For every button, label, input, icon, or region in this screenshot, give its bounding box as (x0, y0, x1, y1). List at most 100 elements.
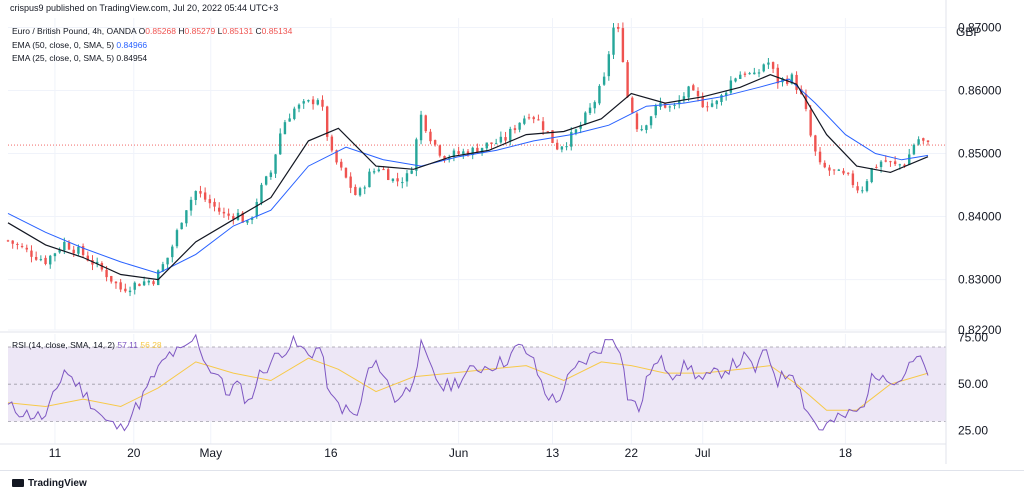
time-tick-label: 13 (546, 446, 560, 460)
candle-body (372, 171, 376, 173)
candle-body (321, 99, 324, 107)
candle-body (654, 105, 657, 116)
candle-body (49, 255, 52, 265)
candle-body (504, 137, 507, 141)
tradingview-logo[interactable]: TradingView (12, 478, 87, 489)
candle-body (527, 117, 531, 119)
candle-body (138, 283, 141, 287)
candle-body (823, 162, 826, 168)
candle-body (264, 176, 268, 185)
legend-ema25-value: 0.84954 (116, 53, 148, 63)
candle-body (227, 213, 230, 216)
legend-open: 0.85268 (145, 26, 176, 36)
candle-body (175, 230, 179, 247)
candle-body (790, 74, 794, 84)
time-tick-label: May (199, 446, 222, 460)
candle-body (499, 136, 503, 143)
candle-body (701, 96, 704, 108)
candle-body (302, 101, 305, 104)
candle-body (710, 103, 714, 107)
candle-body (893, 161, 897, 165)
candle-body (6, 240, 10, 242)
rsi-line (7, 333, 929, 432)
rsi-axis[interactable]: 75.00 50.00 25.00 (958, 331, 988, 438)
candle-body (509, 128, 512, 141)
candle-body (476, 147, 479, 153)
candle-body (72, 249, 75, 254)
candle-body (39, 259, 43, 261)
candle-body (166, 257, 169, 265)
candle-body (739, 74, 742, 79)
candle-body (279, 133, 282, 155)
candle-body (377, 169, 381, 172)
candle-body (368, 171, 371, 188)
candle-body (879, 161, 883, 168)
time-axis[interactable]: 11 20 May 16 Jun 13 22 Jul 18 (49, 446, 853, 460)
candle-body (837, 169, 841, 171)
candle-body (767, 62, 770, 65)
candle-body (494, 143, 498, 145)
candle-body (828, 167, 831, 171)
candle-body (518, 122, 521, 130)
currency-label: GBP (956, 25, 981, 39)
candle-body (602, 76, 606, 85)
candle-body (213, 201, 216, 207)
candle-body (232, 216, 235, 219)
candle-body (621, 28, 625, 63)
candles (6, 22, 930, 297)
candle-body (471, 147, 474, 156)
publish-line: crispus9 published on TradingView.com, J… (10, 3, 279, 13)
candle-body (340, 161, 343, 168)
time-tick-label: Jul (695, 446, 710, 460)
candle-body (124, 288, 127, 292)
candle-body (673, 104, 676, 106)
candle-body (255, 201, 258, 217)
legend-ema50-value: 0.84966 (116, 40, 148, 50)
ema50-line (7, 78, 929, 274)
candle-body (617, 26, 620, 29)
candle-body (293, 108, 296, 119)
candle-body (720, 95, 723, 102)
legend-high: 0.85279 (184, 26, 216, 36)
legend-symbol: Euro / British Pound, 4h, OANDA (12, 26, 137, 36)
candle-body (152, 281, 155, 285)
candle-body (847, 172, 850, 174)
candle-body (537, 119, 540, 121)
legend-open-label: O (138, 26, 146, 36)
candle-body (546, 131, 549, 133)
legend-close-label: C (255, 26, 262, 36)
candle-body (598, 85, 601, 104)
candle-body (682, 96, 686, 100)
candle-body (457, 151, 460, 154)
time-tick-label: 18 (839, 446, 853, 460)
candle-body (809, 109, 812, 136)
time-tick-label: Jun (449, 446, 468, 460)
candle-body (119, 282, 122, 290)
candle-body (856, 186, 859, 191)
candle-body (607, 54, 611, 77)
candle-body (180, 222, 183, 230)
candle-body (419, 114, 423, 141)
time-tick-label: 20 (127, 446, 141, 460)
candle-body (443, 156, 446, 161)
chart-canvas[interactable]: 0.87000 0.86000 0.85000 0.84000 0.83000 0.822… (0, 0, 1024, 470)
candle-body (584, 112, 587, 125)
candle-body (663, 102, 667, 108)
legend-close: 0.85134 (261, 26, 293, 36)
legend-rsi: RSI (14, close, SMA, 14, 2) 57.11 56.28 (12, 340, 162, 350)
time-tick-label: 16 (324, 446, 338, 460)
candle-body (884, 160, 887, 162)
candle-body (307, 100, 310, 102)
candle-body (311, 99, 315, 105)
candle-body (490, 142, 493, 145)
candle-body (382, 169, 385, 171)
candle-body (330, 136, 334, 151)
price-axis[interactable]: 0.87000 0.86000 0.85000 0.84000 0.83000 0.822… (958, 20, 1002, 337)
legend-main: Euro / British Pound, 4h, OANDA O0.85268… (12, 26, 292, 36)
legend-ema25: EMA (25, close, 0, SMA, 5) 0.84954 (12, 53, 147, 63)
legend-low: 0.85131 (222, 26, 254, 36)
candle-body (570, 132, 573, 147)
candle-body (480, 147, 484, 154)
candle-body (335, 150, 338, 163)
legend-rsi-value: 57.11 (117, 340, 138, 350)
